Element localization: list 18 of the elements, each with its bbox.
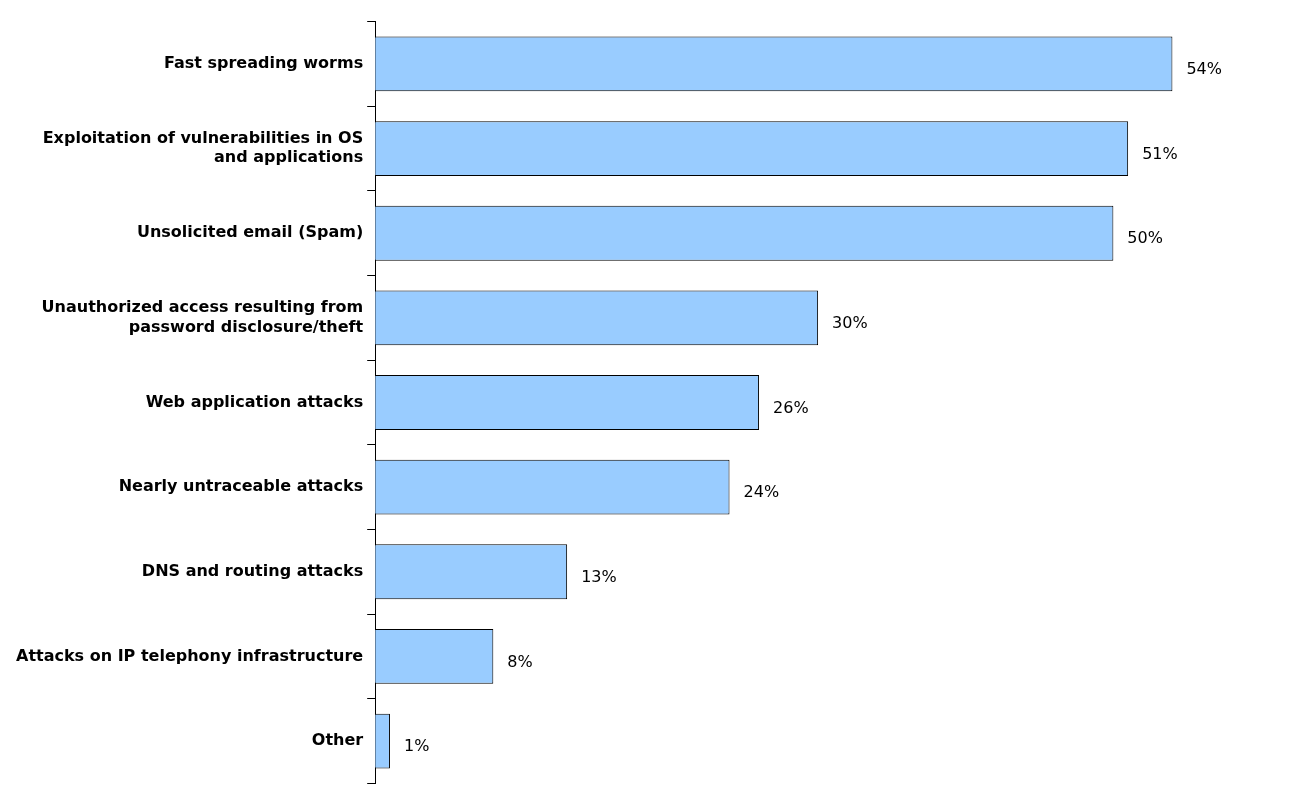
y-tick-label: Nearly untraceable attacks [118, 476, 364, 496]
data-label: 51% [1142, 143, 1178, 163]
data-label: 26% [773, 397, 809, 417]
data-label: 30% [832, 313, 868, 333]
y-tick-label: Fast spreading worms [163, 53, 364, 73]
data-label: 54% [1186, 59, 1222, 79]
y-tick-label: Unauthorized access resulting from password disclosure/theft [41, 297, 364, 336]
y-tick-label: Web application attacks [145, 391, 364, 411]
data-label: 13% [581, 566, 617, 586]
y-tick-label: Unsolicited email (Spam) [136, 222, 364, 242]
data-label: 50% [1127, 228, 1163, 248]
data-label: 24% [743, 482, 780, 502]
data-label: 8% [507, 651, 533, 671]
y-tick-label: Exploitation of vulnerabilities in OS and applications [42, 128, 364, 167]
y-tick-label: Other [311, 730, 364, 750]
y-tick-label: DNS and routing attacks [141, 560, 364, 580]
data-label: 1% [403, 736, 430, 756]
y-tick-label: Attacks on IP telephony infrastructure [16, 645, 364, 665]
